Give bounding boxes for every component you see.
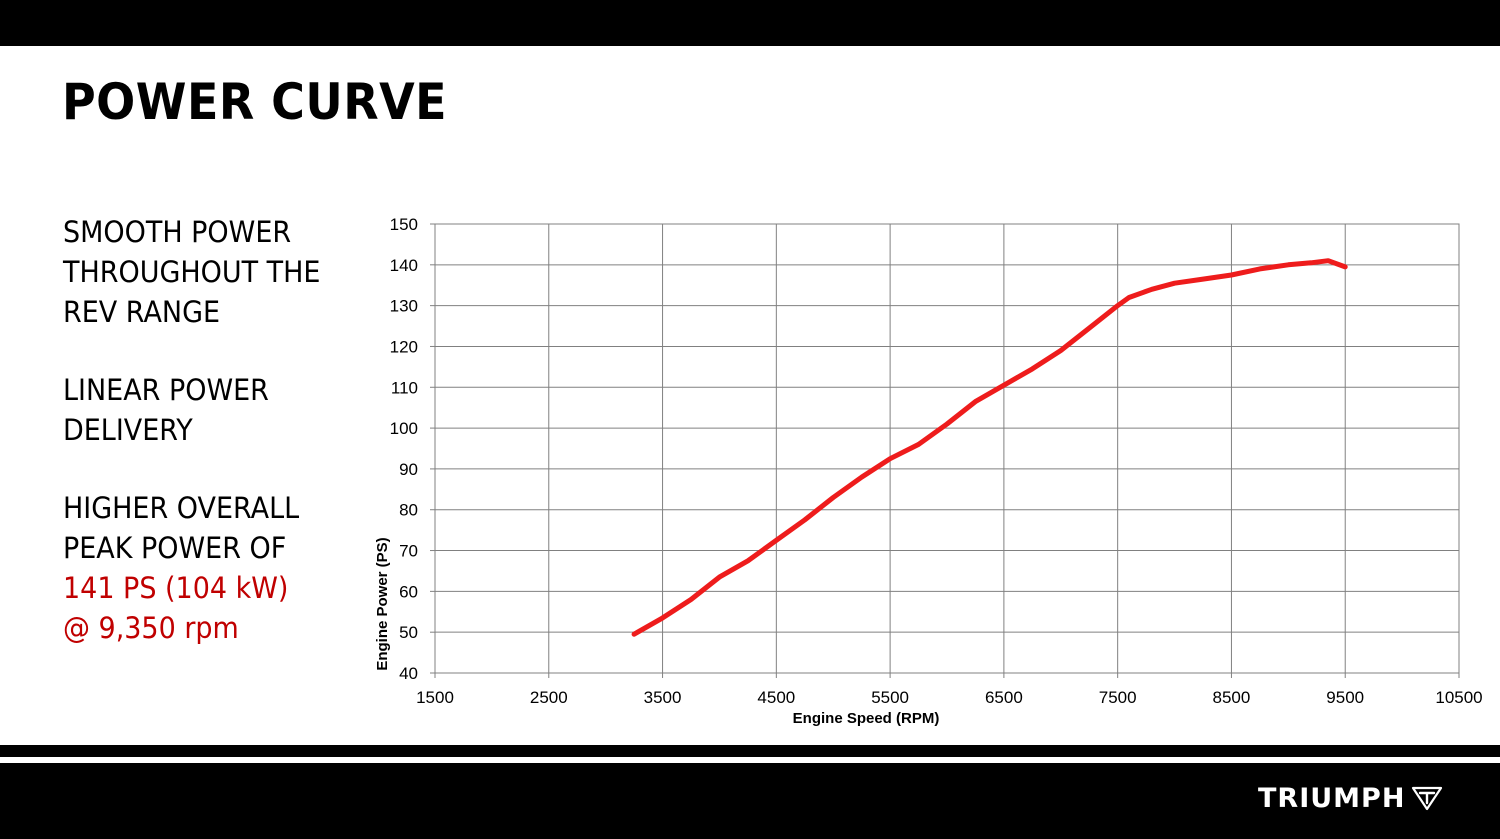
- triumph-logo: TRIUMPH: [1258, 778, 1443, 818]
- x-axis-title: Engine Speed (RPM): [793, 710, 940, 727]
- feature-smooth-power: SMOOTH POWER THROUGHOUT THE REV RANGE: [63, 215, 321, 329]
- y-tick-label: 130: [390, 297, 418, 316]
- y-tick-label: 110: [391, 378, 418, 397]
- y-tick-label: 90: [399, 460, 418, 479]
- peak-power-value: 141 PS (104 kW): [63, 571, 289, 605]
- y-tick-label: 150: [390, 215, 418, 234]
- y-tick-label: 140: [390, 256, 418, 275]
- x-tick-labels: 1500 2500 3500 4500 5500 6500 7500 8500 9500 1050…: [416, 688, 1483, 707]
- x-tick-label: 10500: [1435, 688, 1482, 707]
- x-tick-label: 8500: [1213, 688, 1251, 707]
- y-tick-label: 50: [399, 623, 418, 642]
- x-tick-label: 4500: [757, 688, 795, 707]
- power-series-line: [631, 258, 1348, 637]
- plot-frame: [434, 223, 1460, 674]
- x-tick-label: 3500: [644, 688, 682, 707]
- y-tick-label: 80: [399, 501, 418, 520]
- x-tick-label: 7500: [1099, 688, 1137, 707]
- x-tick-label: 5500: [871, 688, 909, 707]
- x-tick-label: 2500: [530, 688, 568, 707]
- top-bar: [0, 0, 1500, 46]
- feature-linear-delivery: LINEAR POWER DELIVERY: [63, 373, 269, 447]
- power-curve-chart: 40 50 60 70 80 90 100 110 120 130 140 150 1500 2500 3…: [374, 215, 1483, 727]
- footer-bar: [0, 763, 1500, 839]
- x-tick-label: 1500: [416, 688, 454, 707]
- x-tick-label: 6500: [985, 688, 1023, 707]
- page-title: POWER CURVE: [62, 73, 448, 131]
- peak-power-rpm: @ 9,350 rpm: [63, 611, 239, 645]
- y-axis-title: Engine Power (PS): [374, 537, 391, 670]
- feature-peak-power: HIGHER OVERALL PEAK POWER OF 141 PS (104 …: [63, 488, 342, 648]
- chart-grid: [430, 223, 1460, 678]
- y-tick-label: 100: [390, 419, 418, 438]
- feature-list: SMOOTH POWER THROUGHOUT THE REV RANGE LI…: [63, 212, 363, 686]
- y-tick-label: 120: [390, 337, 418, 356]
- triumph-shield-icon: [1412, 786, 1443, 811]
- x-tick-label: 9500: [1326, 688, 1364, 707]
- bottom-stripe: [0, 745, 1500, 757]
- brand-name: TRIUMPH: [1258, 782, 1406, 814]
- y-tick-labels: 40 50 60 70 80 90 100 110 120 130 140 150: [390, 215, 418, 683]
- feature-peak-power-label: HIGHER OVERALL PEAK POWER OF: [63, 491, 300, 565]
- y-tick-label: 40: [399, 664, 418, 683]
- y-tick-label: 60: [399, 582, 418, 601]
- y-tick-label: 70: [399, 542, 418, 561]
